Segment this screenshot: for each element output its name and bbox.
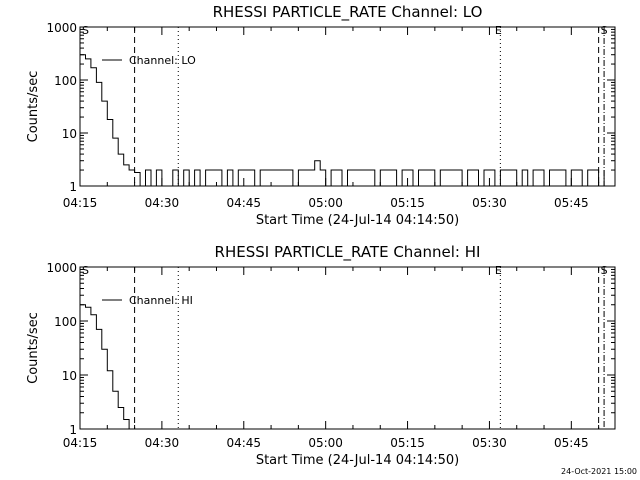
- x-tick-label: 05:30: [472, 436, 507, 450]
- x-tick-label: 05:00: [308, 196, 343, 210]
- chart-panel-hi: RHESSI PARTICLE_RATE Channel: HI 04:15 04:…: [26, 243, 616, 468]
- x-axis-label: Start Time (24-Jul-14 04:14:50): [256, 213, 459, 228]
- plot-frame: [79, 266, 616, 430]
- event-marker-label: S: [82, 24, 89, 37]
- y-tick-label: 100: [54, 315, 77, 329]
- event-marker-label: E: [495, 264, 502, 277]
- chart-panel-lo: RHESSI PARTICLE_RATE Channel: LO 04:15 04:…: [26, 3, 616, 228]
- y-tick-label: 1000: [46, 261, 77, 275]
- y-tick-label: 100: [54, 74, 77, 88]
- event-marker-label: E: [495, 24, 502, 37]
- chart-title: RHESSI PARTICLE_RATE Channel: LO: [213, 3, 483, 22]
- y-axis-label: Counts/sec: [26, 71, 41, 143]
- y-tick-label: 1: [69, 423, 77, 437]
- x-tick-label: 04:30: [145, 196, 180, 210]
- x-tick-label: 05:00: [308, 436, 343, 450]
- data-series-line: [80, 304, 130, 429]
- legend-entry: Channel: HI: [129, 294, 193, 307]
- y-tick-label: 1: [69, 180, 77, 194]
- x-tick-label: 05:45: [554, 196, 589, 210]
- data-series-line: [80, 54, 605, 187]
- x-tick-label: 04:45: [226, 196, 261, 210]
- x-tick-label: 04:45: [226, 436, 261, 450]
- x-tick-label: 05:45: [554, 436, 589, 450]
- chart-title: RHESSI PARTICLE_RATE Channel: HI: [215, 243, 481, 262]
- legend-entry: Channel: LO: [129, 54, 196, 67]
- x-tick-label: 05:15: [390, 196, 425, 210]
- x-tick-label: 04:15: [63, 196, 98, 210]
- y-axis-label: Counts/sec: [26, 312, 41, 384]
- plot-frame: [79, 26, 616, 187]
- x-tick-label: 04:30: [145, 436, 180, 450]
- y-tick-label: 10: [62, 369, 77, 383]
- figure-timestamp: 24-Oct-2021 15:00: [561, 467, 637, 476]
- x-tick-label: 04:15: [63, 436, 98, 450]
- x-tick-label: 05:15: [390, 436, 425, 450]
- y-tick-label: 1000: [46, 21, 77, 35]
- x-tick-label: 05:30: [472, 196, 507, 210]
- y-tick-label: 10: [62, 127, 77, 141]
- x-axis-label: Start Time (24-Jul-14 04:14:50): [256, 453, 459, 468]
- event-marker-label: S: [82, 264, 89, 277]
